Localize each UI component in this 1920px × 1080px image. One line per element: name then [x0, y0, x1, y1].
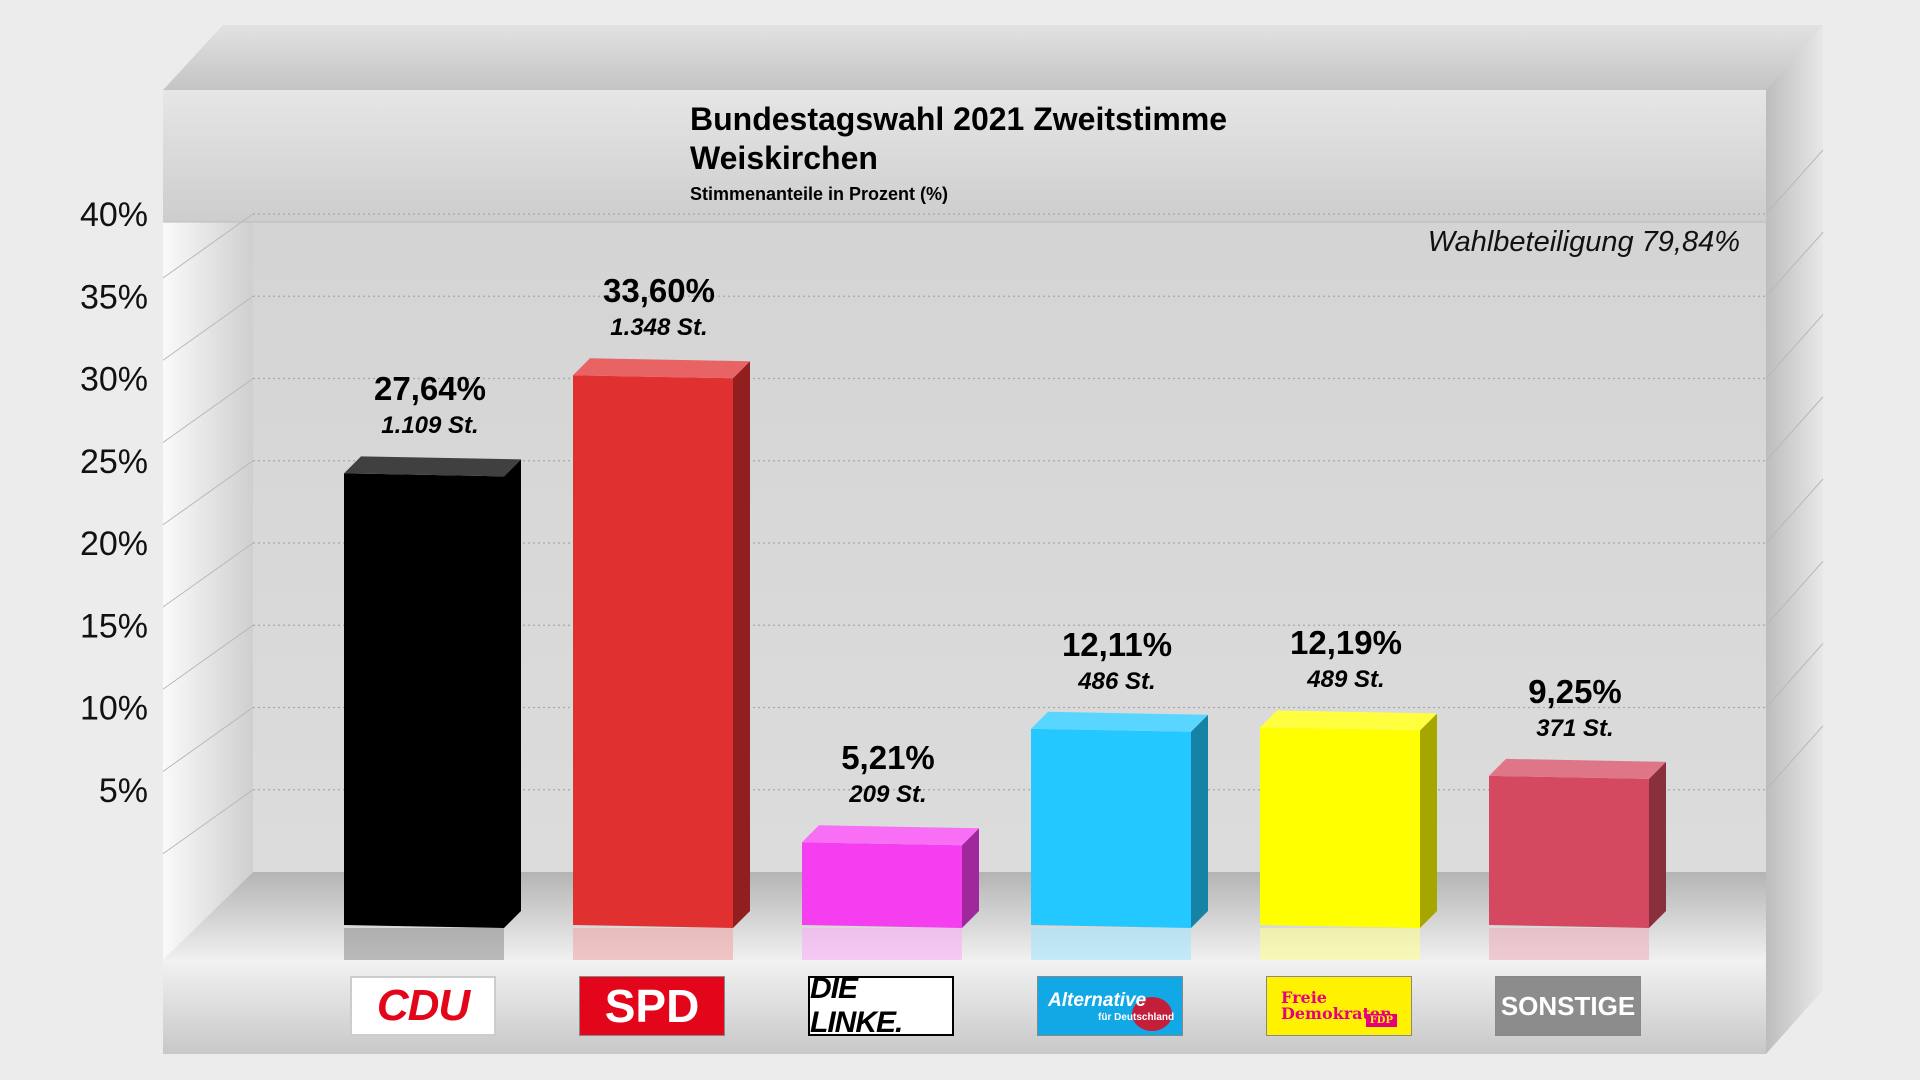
right-wall-gridline: [1765, 560, 1824, 626]
afd-logo: Alternative für Deutschland: [1037, 976, 1183, 1036]
bar-value-label: 9,25%: [1528, 672, 1622, 710]
gridlines: [162, 149, 1824, 855]
bar-front-face: [344, 473, 504, 928]
left-wall-gridline: [162, 624, 254, 690]
y-tick-label: 30%: [80, 361, 148, 399]
y-axis-ticks: 5% 10% 15% 20% 25% 30% 35% 40%: [80, 196, 148, 810]
sonstige-logo-text: SONSTIGE: [1500, 990, 1636, 1021]
right-wall-gridline: [1765, 314, 1824, 379]
fdp-logo: Freie Demokraten FDP: [1266, 976, 1412, 1036]
frame-top-bevel: [163, 25, 1823, 90]
afd-logo-subtext: für Deutschland: [1098, 1011, 1175, 1023]
chart-title-block: Bundestagswahl 2021 Zweitstimme Weiskirc…: [690, 100, 1227, 205]
bar-value-label: 12,19%: [1290, 624, 1402, 662]
fdp-logo-line-1: Freie: [1281, 988, 1327, 1007]
linke-logo-text: DIE LINKE.: [810, 972, 903, 1039]
bar-top-face: [1031, 711, 1208, 732]
chart-title-line-1: Bundestagswahl 2021 Zweitstimme: [690, 101, 1228, 137]
left-wall-gridline: [162, 542, 254, 608]
bar: [1031, 711, 1208, 960]
y-tick-label: 25%: [80, 443, 148, 481]
bar-reflection: [344, 928, 504, 960]
bar-value-label: 27,64%: [374, 370, 486, 408]
bar-top-face: [802, 825, 979, 846]
bar-vote-count-label: 209 St.: [849, 781, 927, 809]
bar-vote-count-label: 486 St.: [1078, 667, 1156, 695]
right-wall-gridline: [1765, 231, 1824, 297]
bar-reflection: [802, 928, 962, 960]
bar-vote-count-label: 489 St.: [1307, 666, 1385, 694]
y-tick-label: 35%: [80, 278, 148, 316]
bar-side-face: [1420, 713, 1437, 928]
y-tick-label: 10%: [80, 690, 148, 728]
bar-top-face: [344, 456, 521, 477]
bar-side-face: [1191, 714, 1208, 928]
bar-side-face: [733, 361, 750, 928]
bar-front-face: [1489, 775, 1649, 928]
bar-top-face: [1260, 710, 1437, 731]
bar-value-label: 33,60%: [603, 272, 715, 310]
left-wall-gridline: [162, 295, 254, 361]
cdu-logo-text: CDU: [376, 981, 470, 1030]
right-wall-gridline: [1765, 643, 1824, 708]
bar-vote-count-label: 371 St.: [1536, 714, 1614, 742]
afd-logo-text: Alternative: [1048, 989, 1147, 1011]
bar-front-face: [1260, 727, 1420, 928]
bar: [1260, 710, 1437, 960]
left-wall-gridline: [162, 213, 254, 279]
bar: [573, 358, 750, 960]
bar-side-face: [504, 459, 521, 928]
bar: [802, 825, 979, 960]
bar-vote-count-label: 1.348 St.: [610, 314, 708, 342]
bar: [1489, 758, 1666, 960]
bar-front-face: [802, 842, 962, 928]
bar-reflection: [573, 928, 733, 960]
y-tick-label: 5%: [99, 772, 148, 810]
frame-right-bevel: [1766, 25, 1823, 1054]
spd-logo: SPD: [579, 976, 725, 1036]
y-tick-label: 20%: [80, 525, 148, 563]
bar-side-face: [1649, 761, 1666, 928]
right-wall-gridline: [1765, 396, 1824, 462]
turnout-annotation: Wahlbeteiligung 79,84%: [1427, 226, 1740, 258]
fdp-logo-tag: FDP: [1365, 1014, 1397, 1027]
fdp-logo-line-2: Demokraten: [1281, 1004, 1392, 1023]
chart-subtitle: Stimmenanteile in Prozent (%): [690, 184, 949, 204]
bars: [344, 358, 1666, 960]
linke-logo: DIE LINKE.: [808, 972, 954, 1039]
right-wall-gridline: [1765, 725, 1824, 791]
bar-vote-count-label: 1.109 St.: [381, 412, 479, 440]
bar-reflection: [1260, 928, 1420, 960]
bar: [344, 456, 521, 960]
left-wall-gridline: [162, 460, 254, 526]
left-wall-gridline: [162, 707, 254, 772]
y-tick-label: 15%: [80, 607, 148, 645]
bar-reflection: [1489, 928, 1649, 960]
y-tick-label: 40%: [80, 196, 148, 234]
spd-logo-text: SPD: [604, 980, 700, 1032]
left-wall-gridline: [162, 789, 254, 855]
cdu-logo: CDU: [350, 976, 496, 1036]
bar-side-face: [962, 828, 979, 928]
bar-front-face: [1031, 728, 1191, 928]
bar-top-face: [573, 358, 750, 379]
bar-top-face: [1489, 758, 1666, 779]
plot-left-wall: [163, 222, 253, 960]
bar-value-label: 12,11%: [1061, 625, 1173, 663]
right-wall-gridline: [1765, 478, 1824, 544]
bar-value-label: 5,21%: [841, 739, 935, 777]
sonstige-logo: SONSTIGE: [1495, 976, 1641, 1036]
bar-reflection: [1031, 928, 1191, 960]
chart-title-line-2: Weiskirchen: [690, 140, 878, 176]
afd-swoosh-icon: [1132, 997, 1172, 1031]
right-wall-gridline: [1765, 149, 1824, 215]
bar-front-face: [573, 375, 733, 928]
header-panel: [163, 90, 1766, 222]
left-wall-gridline: [162, 378, 254, 443]
